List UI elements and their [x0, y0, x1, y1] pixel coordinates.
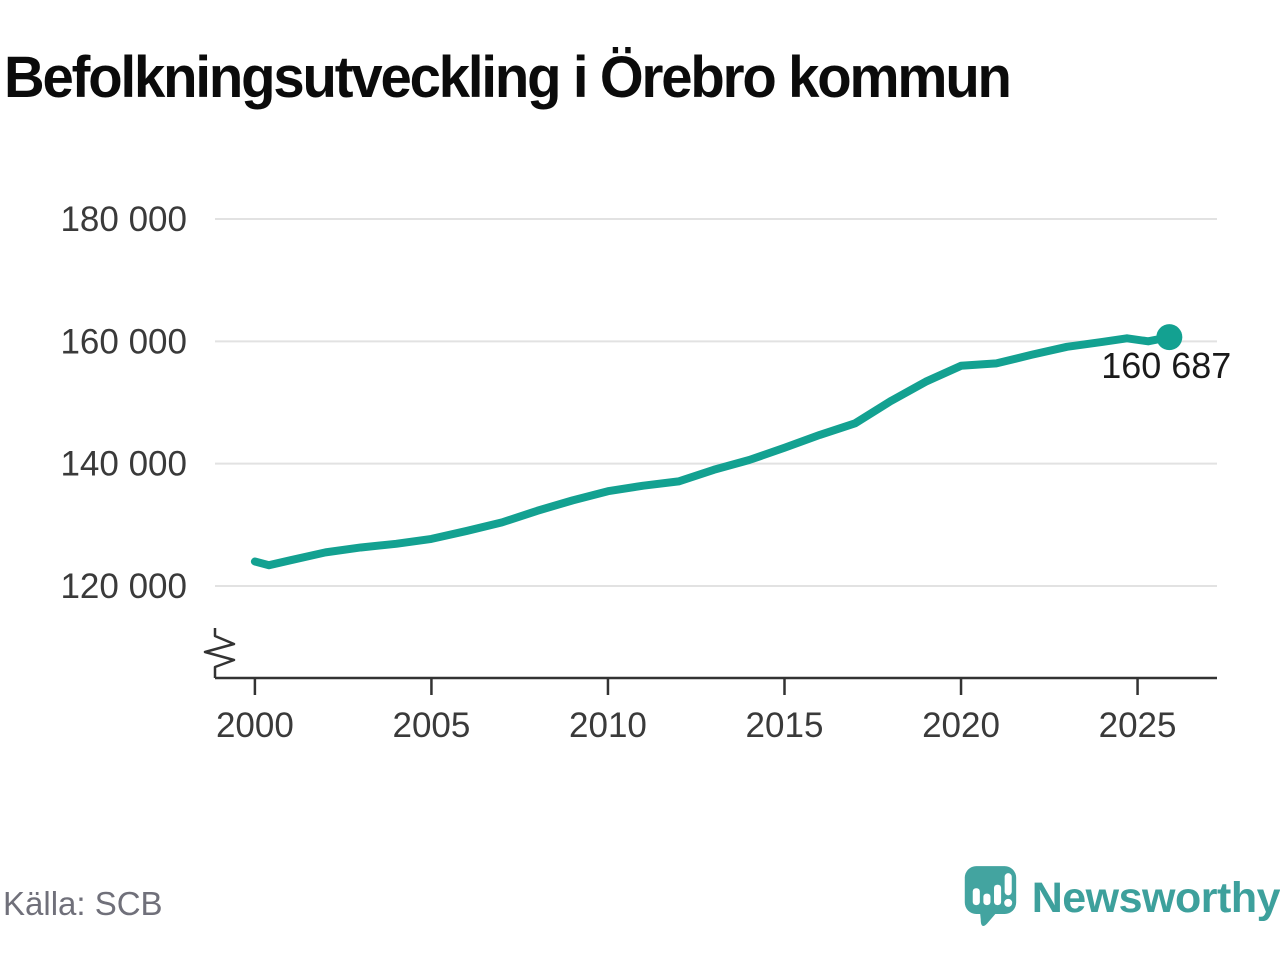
newsworthy-speech-bubble-chart-icon: [964, 866, 1017, 926]
population-line-series: [250, 333, 1174, 570]
y-axis-tick-label: 160 000: [60, 322, 187, 361]
x-axis-tick-label: 2010: [569, 706, 647, 745]
axis-break-icon: [203, 628, 236, 678]
last-value-marker: [1156, 324, 1183, 351]
last-value-annotation: 160 687: [1101, 345, 1231, 386]
y-axis-tick-label: 180 000: [60, 200, 187, 239]
x-axis-tick-label: 2005: [392, 706, 470, 745]
newsworthy-wordmark: Newsworthy: [1031, 873, 1280, 922]
x-axis-tick-label: 2000: [216, 706, 294, 745]
newsworthy-logo: Newsworthy: [963, 858, 1280, 938]
y-axis-tick-label: 120 000: [60, 567, 187, 606]
x-axis-tick-label: 2025: [1099, 706, 1177, 745]
page-title: Befolkningsutveckling i Örebro kommun: [4, 45, 1012, 110]
y-axis-tick-label: 140 000: [60, 445, 187, 484]
x-axis-tick-label: 2020: [922, 706, 1000, 745]
population-line-chart: 120 000 140 000 160 000 180 000 2000 2005 2010…: [60, 200, 1231, 745]
x-axis-tick-label: 2015: [746, 706, 824, 745]
source-note: Källa: SCB: [3, 885, 163, 922]
